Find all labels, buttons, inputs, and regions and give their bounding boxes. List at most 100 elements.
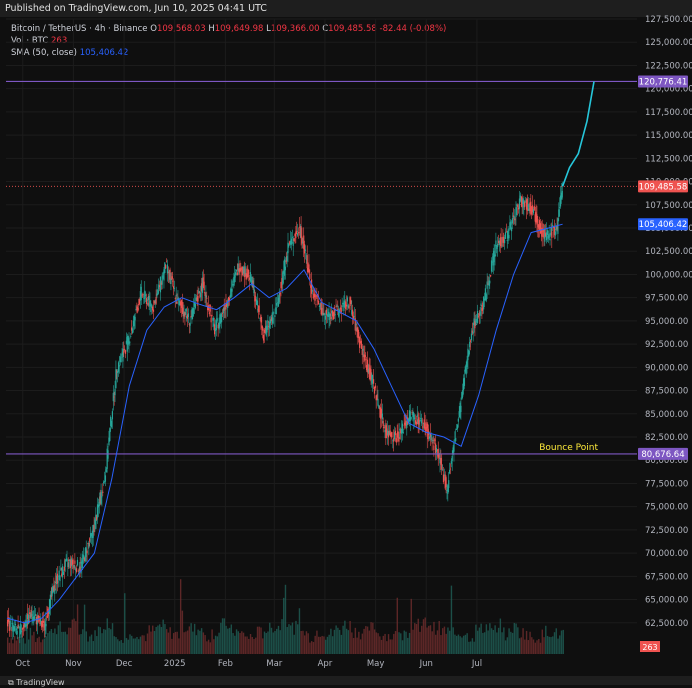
candle-body — [276, 302, 279, 304]
volume-bar — [83, 604, 86, 654]
candle-body — [500, 237, 502, 247]
candle-body — [480, 303, 482, 307]
volume-bar — [94, 630, 96, 654]
volume-bar — [546, 635, 549, 654]
legend-sma-row[interactable]: SMA (50, close) 105,406.42 — [11, 47, 446, 59]
volume-bar — [475, 624, 477, 654]
candle-body — [53, 585, 55, 591]
candle-body — [119, 356, 121, 363]
candle-body — [197, 296, 199, 302]
candle-body — [137, 308, 139, 312]
candle-body — [73, 564, 75, 568]
volume-bar — [324, 639, 327, 654]
volume-bar — [375, 632, 378, 654]
price-tick-label: 87,500.00 — [645, 387, 688, 397]
volume-bar — [162, 619, 164, 654]
volume-bar — [307, 633, 309, 654]
volume-bar — [108, 627, 110, 654]
candle-body — [561, 190, 563, 198]
candle-body — [285, 260, 287, 263]
candle-body — [165, 261, 168, 263]
candle-body — [540, 228, 542, 233]
candle-body — [93, 525, 95, 532]
volume-bar — [106, 618, 108, 654]
candle-body — [165, 265, 167, 269]
candle-body — [455, 428, 458, 430]
candle-body — [376, 394, 378, 400]
candle-body — [198, 290, 200, 293]
tradingview-logo-icon: ⧉ — [8, 678, 17, 687]
candle-body — [159, 276, 162, 293]
symbol-name[interactable]: Bitcoin / TetherUS · 4h · Binance — [11, 24, 148, 34]
candle-body — [493, 250, 495, 263]
candle-body — [61, 573, 63, 577]
candle-body — [424, 423, 426, 429]
candle-body — [136, 306, 138, 310]
legend-volume-row[interactable]: Vol · BTC 263 — [11, 35, 446, 47]
volume-bar — [480, 623, 482, 654]
volume-bar — [513, 622, 516, 654]
candle-body — [259, 317, 261, 319]
candle-body — [442, 474, 445, 483]
volume-bar — [377, 633, 379, 654]
candle-body — [170, 278, 172, 285]
candle-body — [254, 295, 256, 302]
volume-bar — [548, 636, 550, 654]
candle-body — [426, 423, 428, 429]
candle-body — [91, 530, 93, 539]
candle-body — [294, 234, 296, 237]
candle-body — [487, 283, 489, 285]
candle-body — [352, 309, 354, 317]
volume-bar — [76, 604, 79, 654]
volume-bar — [221, 618, 224, 654]
volume-bar — [47, 633, 49, 654]
volume-bar — [141, 635, 143, 654]
volume-bar — [269, 622, 271, 654]
candle-body — [223, 303, 225, 311]
volume-bar — [518, 638, 521, 654]
candle-body — [207, 305, 209, 311]
candle-body — [335, 306, 337, 308]
candle-body — [273, 312, 275, 314]
volume-bar — [471, 638, 474, 654]
volume-bar — [57, 625, 60, 654]
chart-grid — [6, 18, 637, 654]
candle-body — [364, 355, 366, 357]
price-tick-label: 62,500.00 — [645, 619, 688, 629]
candle-body — [519, 195, 521, 202]
candle-body — [138, 298, 141, 305]
volume-bar — [176, 631, 178, 654]
candle-body — [264, 328, 266, 334]
volume-bar — [276, 628, 278, 654]
candle-body — [27, 613, 29, 620]
candle-body — [372, 382, 374, 384]
candle-body — [291, 236, 293, 238]
candle-body — [539, 223, 542, 234]
volume-bar — [359, 639, 362, 654]
candle-body — [38, 615, 40, 618]
candle-body — [406, 421, 408, 428]
volume-bar — [436, 630, 439, 654]
volume-bar — [485, 624, 488, 654]
candle-body — [418, 417, 420, 425]
time-tick-label: 2025 — [164, 659, 186, 669]
close-value: 109,485.58 — [328, 24, 377, 34]
volume-bar — [13, 636, 16, 654]
candle-body — [435, 447, 438, 453]
volume-bar — [92, 641, 95, 654]
tradingview-logo[interactable]: ⧉ TradingView — [8, 678, 65, 688]
candle-body — [514, 218, 516, 221]
candle-body — [258, 305, 260, 313]
volume-bar — [309, 642, 311, 654]
candle-body — [132, 320, 134, 327]
candle-body — [555, 228, 557, 230]
volume-bar — [345, 628, 348, 654]
candle-body — [225, 303, 227, 310]
candle-body — [360, 340, 362, 349]
volume-bar — [113, 636, 115, 654]
candle-body — [261, 325, 263, 328]
candle-body — [453, 442, 455, 452]
level-price-badge-bg — [638, 447, 688, 460]
volume-bar — [129, 634, 131, 654]
